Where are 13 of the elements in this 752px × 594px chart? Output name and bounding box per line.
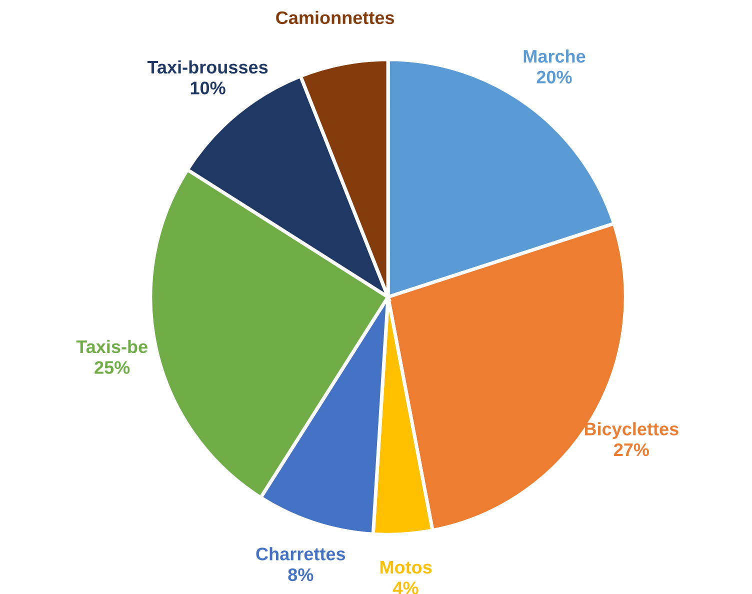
slice-label: Bicyclettes (584, 422, 678, 439)
data-label: 8% (288, 568, 314, 582)
data-label: 4% (393, 582, 418, 594)
data-label: 25% (94, 361, 130, 374)
slice-label: Marche (524, 49, 586, 63)
slice-label: Taxis-be (76, 340, 148, 354)
slice-label: Camionnettes (276, 10, 394, 24)
slice-label: Taxi-brousses (147, 60, 268, 74)
slice-label: Charrettes (256, 547, 346, 560)
slice-label: Motos (380, 561, 432, 574)
data-label: 20% (536, 70, 572, 84)
data-label: 10% (190, 82, 226, 94)
data-label: 27% (614, 443, 649, 456)
